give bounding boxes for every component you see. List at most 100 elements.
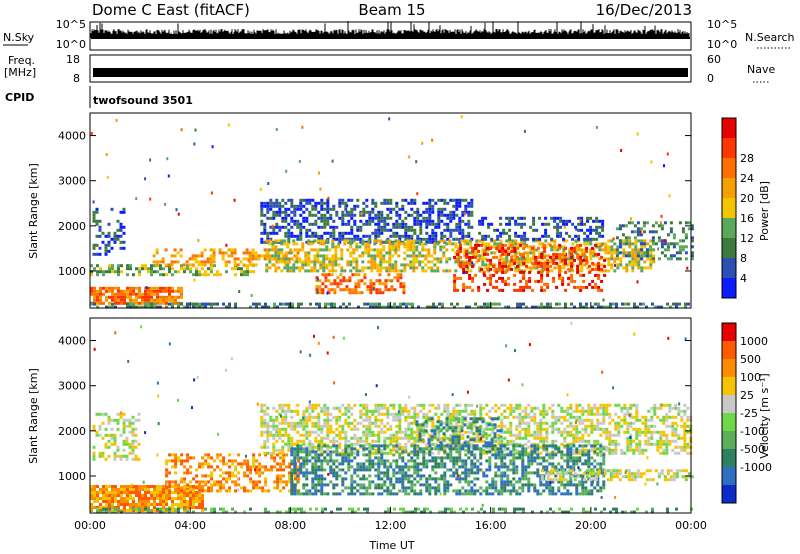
velocity-cell — [273, 456, 277, 460]
velocity-cell — [608, 433, 612, 437]
velocity-cell — [536, 406, 540, 410]
velocity-cell — [93, 485, 96, 488]
power-cell — [470, 210, 474, 214]
velocity-cell — [317, 424, 321, 428]
power-cell — [150, 292, 153, 296]
velocity-cell — [578, 418, 582, 422]
power-cell — [649, 257, 653, 261]
power-cell — [372, 305, 375, 309]
power-cell — [464, 198, 468, 202]
power-cell — [403, 266, 407, 270]
power-cell — [362, 207, 366, 211]
velocity-cell — [617, 433, 621, 437]
velocity-cell — [195, 506, 198, 509]
power-cell — [525, 282, 529, 286]
velocity-cell — [275, 427, 279, 431]
power-cell — [392, 225, 396, 229]
velocity-cell — [192, 489, 196, 493]
velocity-cell — [410, 444, 414, 448]
velocity-cell — [98, 451, 102, 455]
velocity-cell — [614, 451, 618, 455]
power-cell — [275, 260, 279, 264]
velocity-cell — [527, 430, 531, 434]
velocity-cell — [329, 430, 333, 434]
velocity-cell — [323, 418, 327, 422]
power-cell — [526, 237, 530, 241]
power-cell — [449, 198, 453, 202]
velocity-cell — [506, 415, 510, 419]
power-cell — [454, 260, 458, 264]
power-cell — [382, 260, 386, 264]
velocity-cell — [204, 474, 208, 478]
power-cell — [637, 257, 641, 261]
velocity-cell — [632, 448, 636, 452]
power-cell — [180, 267, 183, 271]
power-cell — [177, 302, 180, 306]
velocity-cell — [638, 430, 642, 434]
velocity-cell — [108, 500, 111, 503]
power-cell — [147, 298, 150, 302]
velocity-cell — [120, 500, 123, 503]
power-cell — [280, 269, 284, 273]
power-cell — [628, 260, 632, 264]
velocity-cell — [260, 421, 264, 425]
velocity-cell — [128, 430, 132, 434]
power-cell — [207, 273, 210, 277]
velocity-cell — [413, 418, 417, 422]
power-cell — [448, 242, 452, 246]
velocity-cell — [287, 439, 291, 443]
power-cell — [522, 288, 526, 292]
velocity-cell — [99, 506, 102, 509]
velocity-cell — [407, 409, 411, 413]
velocity-cell — [338, 430, 342, 434]
velocity-cell — [122, 454, 126, 458]
power-cell — [642, 224, 646, 228]
velocity-cell — [680, 409, 684, 413]
velocity-cell — [237, 471, 241, 475]
power-cell — [568, 254, 572, 258]
power-cell — [425, 240, 429, 244]
power-cell — [289, 266, 293, 270]
power-cell — [541, 234, 545, 238]
velocity-cell — [614, 445, 618, 449]
power-cell — [332, 234, 336, 238]
power-cell — [467, 210, 471, 214]
power-cell — [424, 248, 428, 252]
power-cell — [186, 267, 189, 271]
power-cell — [496, 237, 500, 241]
power-cell — [117, 298, 120, 302]
velocity-cell — [530, 415, 534, 419]
power-cell — [591, 305, 594, 309]
power-cell — [324, 305, 327, 309]
power-cell — [570, 276, 574, 280]
power-cell — [300, 302, 303, 306]
power-cell — [170, 254, 174, 258]
velocity-cell — [671, 448, 675, 452]
power-cell — [332, 231, 336, 235]
power-cell — [117, 273, 120, 277]
velocity-cell — [647, 424, 651, 428]
power-cell — [627, 302, 630, 306]
power-cell — [114, 270, 117, 274]
power-cell — [344, 231, 348, 235]
power-cell — [108, 295, 111, 299]
power-cell — [290, 210, 294, 214]
velocity-cell — [629, 439, 633, 443]
velocity-cell — [587, 406, 591, 410]
velocity-cell — [263, 409, 267, 413]
velocity-cell — [302, 412, 306, 416]
velocity-cell — [623, 451, 627, 455]
power-cell — [480, 305, 483, 309]
velocity-cell — [389, 424, 393, 428]
velocity-cell — [122, 421, 126, 425]
velocity-cell — [524, 433, 528, 437]
power-cell — [589, 248, 593, 252]
power-cell — [344, 237, 348, 241]
velocity-cell — [326, 415, 330, 419]
power-cell — [275, 201, 279, 205]
power-cell — [334, 260, 338, 264]
power-cell — [377, 231, 381, 235]
power-cell — [367, 248, 371, 252]
power-speckle — [421, 141, 424, 145]
velocity-cell — [162, 491, 165, 494]
